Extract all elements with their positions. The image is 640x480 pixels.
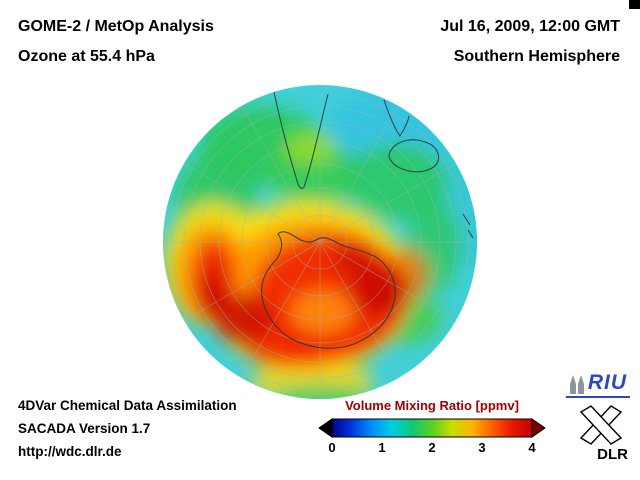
header-right: Jul 16, 2009, 12:00 GMT Southern Hemisph… xyxy=(440,12,620,72)
graticule xyxy=(163,85,477,399)
hemisphere-label: Southern Hemisphere xyxy=(453,48,620,65)
tick-1: 1 xyxy=(378,440,386,455)
riu-cathedral-icon xyxy=(569,375,584,394)
riu-text: RIU xyxy=(587,371,627,394)
url-label: http://wdc.dlr.de xyxy=(18,444,122,459)
colorbar-scale xyxy=(318,418,546,438)
assimilation-label: 4DVar Chemical Data Assimilation xyxy=(18,398,237,413)
colorbar: Volume Mixing Ratio [ppmv] 0 1 2 3 4 xyxy=(316,398,548,456)
corner-mark xyxy=(629,0,640,9)
tick-3: 3 xyxy=(478,440,486,455)
antarctica-outline xyxy=(261,231,396,349)
tick-0: 0 xyxy=(328,440,336,455)
dlr-mark-icon xyxy=(579,405,623,445)
tick-4: 4 xyxy=(528,440,536,455)
header-left: GOME-2 / MetOp Analysis Ozone at 55.4 hP… xyxy=(18,12,214,72)
dlr-text: DLR xyxy=(597,446,628,463)
analysis-subtitle: Ozone at 55.4 hPa xyxy=(18,48,155,65)
riu-logo: RIU xyxy=(565,371,630,398)
coastlines xyxy=(261,91,474,349)
colorbar-arrow-right xyxy=(531,418,546,438)
colorbar-title: Volume Mixing Ratio [ppmv] xyxy=(345,398,519,413)
datetime-label: Jul 16, 2009, 12:00 GMT xyxy=(440,18,620,35)
hemisphere-map xyxy=(163,85,477,399)
tick-2: 2 xyxy=(428,440,436,455)
colorbar-ticks: 0 1 2 3 4 xyxy=(316,440,548,456)
version-label: SACADA Version 1.7 xyxy=(18,421,151,436)
footer-credits: 4DVar Chemical Data Assimilation SACADA … xyxy=(18,394,237,463)
africa-outline xyxy=(383,99,410,137)
new-zealand-outline xyxy=(462,213,474,239)
south-america-outline xyxy=(273,91,329,189)
australia-outline xyxy=(388,139,440,173)
analysis-title: GOME-2 / MetOp Analysis xyxy=(18,18,214,35)
colorbar-arrow-left xyxy=(318,418,333,438)
colorbar-gradient xyxy=(331,418,533,438)
dlr-logo: DLR xyxy=(570,404,632,463)
